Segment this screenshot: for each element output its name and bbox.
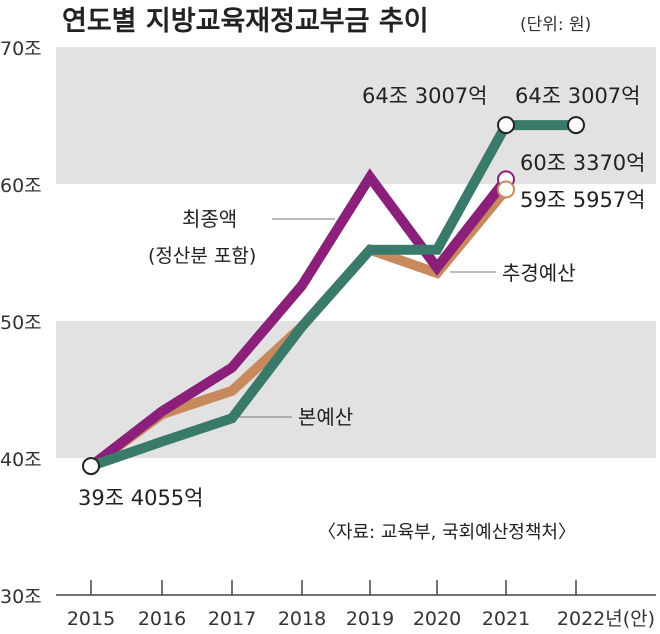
x-tick-label: 2015 xyxy=(67,608,115,630)
band-1 xyxy=(56,47,656,184)
series-label-final: 최종액 xyxy=(182,207,237,231)
unit-label: (단위: 원) xyxy=(520,15,591,35)
data-point-marker xyxy=(82,457,100,476)
x-tick-label: 2020 xyxy=(413,608,461,630)
data-label: 59조 5957억 xyxy=(520,188,645,212)
series-label-main: 본예산 xyxy=(298,405,353,429)
series-label-supplementary: 추경예산 xyxy=(502,261,576,285)
series-line-최종액 xyxy=(87,168,510,471)
data-point-marker xyxy=(497,180,515,199)
data-point-marker xyxy=(567,116,585,135)
y-tick-label: 70조 xyxy=(0,38,42,60)
series-line-본예산 xyxy=(89,120,576,471)
y-tick-label: 40조 xyxy=(0,449,42,471)
data-label: 64조 3007억 xyxy=(362,84,487,108)
source-note: 〈자료: 교육부, 국회예산정책처〉 xyxy=(318,522,576,543)
x-tick-label: 2017 xyxy=(208,608,256,630)
x-tick-label: 2021 xyxy=(482,608,530,630)
chart-title: 연도별 지방교육재정교부금 추이 xyxy=(62,6,429,37)
y-tick-label: 30조 xyxy=(0,586,42,608)
band-0 xyxy=(56,321,656,458)
x-tick-label: 2022년(안) xyxy=(557,608,655,630)
data-label: 39조 4055억 xyxy=(78,486,203,510)
data-point-marker xyxy=(497,116,515,135)
x-tick-label: 2019 xyxy=(346,608,394,630)
series-label-final-sub: (정산분 포함) xyxy=(148,245,256,267)
x-tick-label: 2016 xyxy=(138,608,186,630)
data-label: 64조 3007억 xyxy=(515,84,640,108)
x-tick-label: 2018 xyxy=(278,608,326,630)
data-label: 60조 3370억 xyxy=(520,151,645,175)
y-tick-label: 60조 xyxy=(0,175,42,197)
y-tick-label: 50조 xyxy=(0,312,42,334)
